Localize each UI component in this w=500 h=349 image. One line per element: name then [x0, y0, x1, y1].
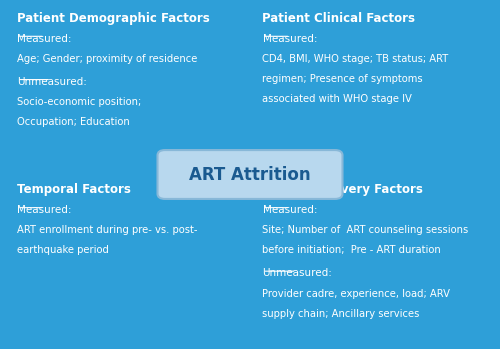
FancyBboxPatch shape: [242, 169, 500, 349]
Text: Service Delivery Factors: Service Delivery Factors: [262, 183, 424, 196]
Text: before initiation;  Pre - ART duration: before initiation; Pre - ART duration: [262, 245, 442, 255]
Text: supply chain; Ancillary services: supply chain; Ancillary services: [262, 309, 420, 319]
FancyBboxPatch shape: [158, 150, 342, 199]
Text: ART Attrition: ART Attrition: [189, 165, 311, 184]
Text: Patient Demographic Factors: Patient Demographic Factors: [17, 12, 210, 25]
FancyBboxPatch shape: [242, 0, 500, 180]
Text: CD4, BMI, WHO stage; TB status; ART: CD4, BMI, WHO stage; TB status; ART: [262, 54, 449, 64]
Text: Site; Number of  ART counseling sessions: Site; Number of ART counseling sessions: [262, 225, 469, 235]
Text: Socio-economic position;: Socio-economic position;: [17, 97, 142, 107]
Text: Unmeasured:: Unmeasured:: [17, 77, 87, 87]
Text: Occupation; Education: Occupation; Education: [17, 117, 130, 127]
FancyBboxPatch shape: [0, 169, 258, 349]
Text: earthquake period: earthquake period: [17, 245, 109, 255]
Text: associated with WHO stage IV: associated with WHO stage IV: [262, 94, 412, 104]
Text: Provider cadre, experience, load; ARV: Provider cadre, experience, load; ARV: [262, 289, 450, 299]
Text: Age; Gender; proximity of residence: Age; Gender; proximity of residence: [17, 54, 198, 64]
Text: ART enrollment during pre- vs. post-: ART enrollment during pre- vs. post-: [17, 225, 198, 235]
Text: regimen; Presence of symptoms: regimen; Presence of symptoms: [262, 74, 423, 84]
Text: Unmeasured:: Unmeasured:: [262, 268, 332, 279]
Text: Measured:: Measured:: [17, 34, 72, 44]
Text: Temporal Factors: Temporal Factors: [17, 183, 131, 196]
Text: Measured:: Measured:: [262, 205, 317, 215]
Text: Measured:: Measured:: [17, 205, 72, 215]
Text: Measured:: Measured:: [262, 34, 317, 44]
FancyBboxPatch shape: [0, 0, 258, 180]
Text: Patient Clinical Factors: Patient Clinical Factors: [262, 12, 416, 25]
